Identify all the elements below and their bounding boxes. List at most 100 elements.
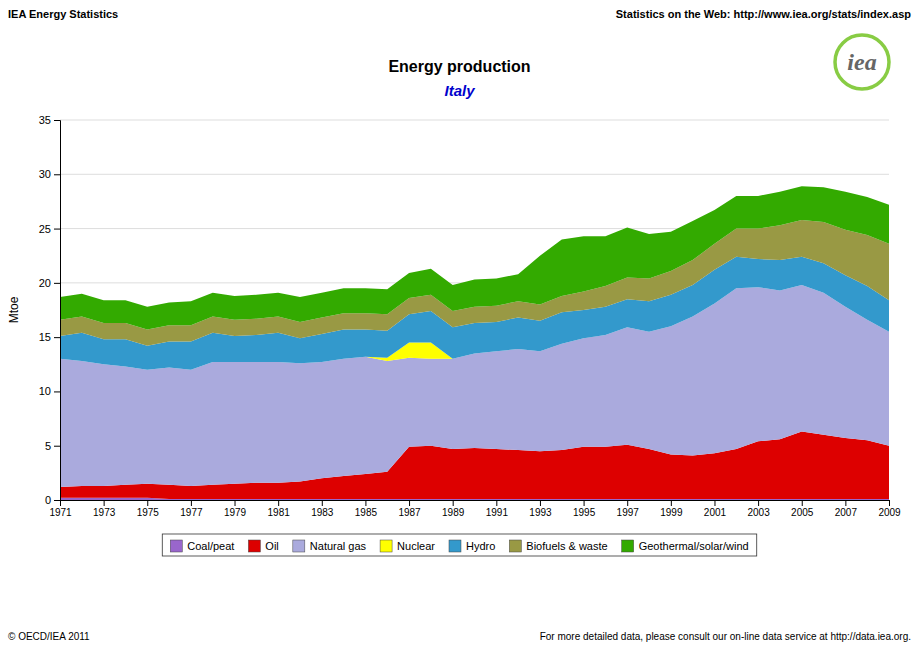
tick: 1999: [660, 500, 683, 518]
tick: 1985: [355, 500, 378, 518]
legend-label: Nuclear: [397, 540, 435, 552]
tick: 2003: [747, 500, 770, 518]
tick: 1987: [398, 500, 421, 518]
tick-mark: [54, 391, 60, 392]
tick-label: 25: [39, 223, 51, 235]
tick-label: 1973: [93, 507, 116, 518]
tick-mark: [365, 500, 366, 506]
legend-label: Geothermal/solar/wind: [639, 540, 749, 552]
tick: 1983: [311, 500, 334, 518]
tick-mark: [104, 500, 105, 506]
legend-item: Oil: [248, 540, 278, 552]
tick-label: 20: [39, 277, 51, 289]
tick-label: 1987: [398, 507, 421, 518]
grid-line: [60, 174, 889, 175]
tick-label: 2005: [791, 507, 814, 518]
tick: 2001: [704, 500, 727, 518]
logo-ring: [835, 35, 889, 89]
tick-mark: [714, 500, 715, 506]
tick: 1991: [486, 500, 509, 518]
tick-label: 1985: [355, 507, 378, 518]
axis-line: [61, 501, 890, 507]
tick-mark: [54, 283, 60, 284]
tick-mark: [54, 120, 60, 121]
annotation: IEA Energy Statistics: [8, 8, 118, 20]
tick: 1995: [573, 500, 596, 518]
y-axis-title: Mtoe: [7, 296, 21, 323]
legend-swatch: [170, 540, 182, 552]
legend-item: Geothermal/solar/wind: [622, 540, 749, 552]
tick-mark: [627, 500, 628, 506]
tick-mark: [54, 446, 60, 447]
annotation: © OECD/IEA 2011: [8, 631, 90, 642]
tick-mark: [235, 500, 236, 506]
grid-line: [60, 120, 889, 121]
tick-label: 2001: [704, 507, 727, 518]
title: Energy production: [388, 58, 530, 75]
legend-swatch: [380, 540, 392, 552]
legend-item: Hydro: [449, 540, 495, 552]
legend-label: Natural gas: [310, 540, 367, 552]
tick-mark: [278, 500, 279, 506]
tick-label: 1977: [180, 507, 203, 518]
legend-label: Oil: [265, 540, 278, 552]
tick-label: 1989: [442, 507, 465, 518]
legend-swatch: [509, 540, 521, 552]
legend-item: Natural gas: [293, 540, 367, 552]
tick-mark: [802, 500, 803, 506]
legend-item: Coal/peat: [170, 540, 234, 552]
tick-mark: [54, 229, 60, 230]
tick-label: 35: [39, 114, 51, 126]
tick: 2009: [878, 500, 901, 518]
tick: 1979: [224, 500, 247, 518]
tick-label: 1975: [137, 507, 160, 518]
legend-item: Nuclear: [380, 540, 435, 552]
tick-label: 30: [39, 168, 51, 180]
axis-line: [54, 121, 61, 501]
tick-label: 15: [39, 331, 51, 343]
y-axis: 05101520253035: [39, 114, 61, 506]
tick-mark: [409, 500, 410, 506]
x-axis: 1971197319751977197919811983198519871989…: [49, 500, 901, 518]
tick: 2005: [791, 500, 814, 518]
legend-label: Biofuels & waste: [526, 540, 607, 552]
tick-label: 1979: [224, 507, 247, 518]
tick: 1993: [529, 500, 552, 518]
tick-mark: [191, 500, 192, 506]
plot: 1971197319751977197919811983198519871989…: [39, 114, 901, 518]
legend-swatch: [248, 540, 260, 552]
tick-label: 1983: [311, 507, 334, 518]
tick: 20: [39, 277, 60, 289]
tick: 15: [39, 331, 60, 343]
tick: 1997: [617, 500, 640, 518]
tick-mark: [671, 500, 672, 506]
tick-mark: [584, 500, 585, 506]
tick-mark: [496, 500, 497, 506]
tick-mark: [845, 500, 846, 506]
tick-label: 5: [45, 440, 51, 452]
tick-mark: [540, 500, 541, 506]
grid: [60, 120, 889, 500]
tick-label: 1991: [486, 507, 509, 518]
area: [60, 186, 889, 329]
tick-mark: [889, 500, 890, 506]
subtitle: Italy: [444, 82, 475, 99]
tick-mark: [54, 500, 60, 501]
tick-label: 2007: [835, 507, 858, 518]
tick-label: 2003: [747, 507, 770, 518]
legend-item: Biofuels & waste: [509, 540, 607, 552]
tick-label: 1981: [268, 507, 291, 518]
tick-label: 1995: [573, 507, 596, 518]
tick-label: 0: [45, 494, 51, 506]
tick: 35: [39, 114, 60, 126]
legend-label: Hydro: [466, 540, 495, 552]
annotation: For more detailed data, please consult o…: [540, 631, 911, 642]
legend-items: Coal/peat Oil Natural gas Nuclear Hydro Biofu…: [170, 540, 748, 552]
legend-swatch: [293, 540, 305, 552]
tick: 1981: [268, 500, 291, 518]
tick: 30: [39, 168, 60, 180]
tick-mark: [453, 500, 454, 506]
legend: Coal/peat Oil Natural gas Nuclear Hydro Biofu…: [162, 534, 756, 556]
tick-label: 1997: [617, 507, 640, 518]
tick: 1973: [93, 500, 116, 518]
